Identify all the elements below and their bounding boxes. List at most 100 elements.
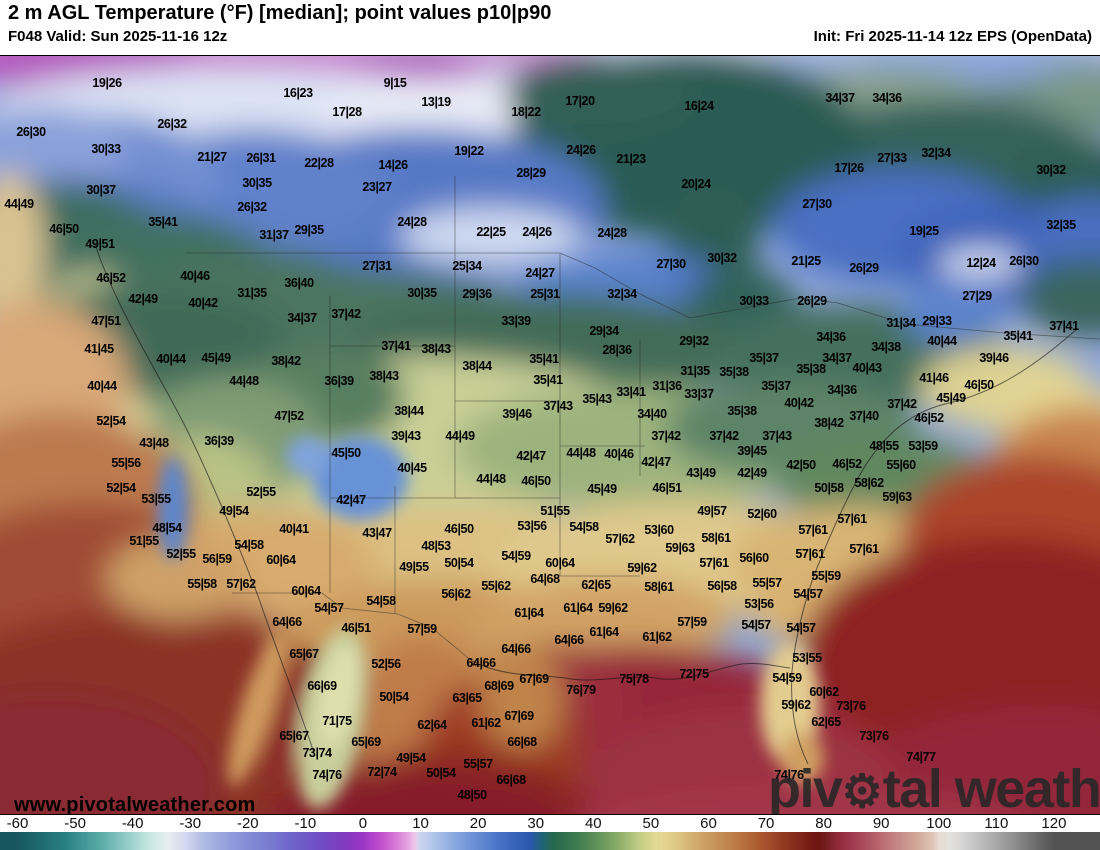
point-value: 74|77 xyxy=(906,749,936,764)
point-value: 71|75 xyxy=(322,713,352,728)
point-value: 42|47 xyxy=(516,448,546,463)
colorbar-gradient xyxy=(0,832,1100,850)
point-value: 57|61 xyxy=(699,555,729,570)
point-value: 43|48 xyxy=(139,435,169,450)
point-value: 54|57 xyxy=(741,617,771,632)
point-value: 51|55 xyxy=(540,503,570,518)
point-value: 39|46 xyxy=(979,350,1009,365)
point-value: 40|44 xyxy=(87,378,117,393)
colorbar-tick: 0 xyxy=(358,815,368,832)
point-value: 37|42 xyxy=(887,396,917,411)
point-value: 62|65 xyxy=(581,577,611,592)
point-value: 27|31 xyxy=(362,258,392,273)
point-value: 52|56 xyxy=(371,656,401,671)
point-value: 42|47 xyxy=(641,454,671,469)
colorbar-tick: 70 xyxy=(757,815,775,832)
point-value: 36|40 xyxy=(284,275,314,290)
colorbar-tick: 120 xyxy=(1041,815,1067,832)
point-value: 12|24 xyxy=(966,255,996,270)
point-value: 35|38 xyxy=(796,361,826,376)
point-value: 19|22 xyxy=(454,143,484,158)
point-value: 35|41 xyxy=(529,351,559,366)
point-value: 44|48 xyxy=(566,445,596,460)
point-value: 68|69 xyxy=(484,678,514,693)
point-value: 73|76 xyxy=(836,698,866,713)
point-value: 25|31 xyxy=(530,286,560,301)
point-values-layer: 19|26 26|30 26|32 30|33 21|27 26|31 30|35 30|37… xyxy=(0,56,1100,814)
point-value: 50|54 xyxy=(379,689,409,704)
point-value: 53|59 xyxy=(908,438,938,453)
point-value: 31|34 xyxy=(886,315,916,330)
point-value: 67|69 xyxy=(519,671,549,686)
point-value: 52|54 xyxy=(106,480,136,495)
point-value: 37|43 xyxy=(543,398,573,413)
colorbar-tick: 50 xyxy=(642,815,660,832)
point-value: 35|38 xyxy=(727,403,757,418)
point-value: 44|49 xyxy=(445,428,475,443)
point-value: 30|37 xyxy=(86,182,116,197)
point-value: 57|59 xyxy=(677,614,707,629)
point-value: 56|58 xyxy=(707,578,737,593)
point-value: 26|32 xyxy=(237,199,267,214)
colorbar-tick: 110 xyxy=(984,815,1009,832)
point-value: 37|43 xyxy=(762,428,792,443)
colorbar-tick: -60 xyxy=(6,815,29,832)
point-value: 26|29 xyxy=(797,293,827,308)
point-value: 35|37 xyxy=(749,350,779,365)
point-value: 37|42 xyxy=(709,428,739,443)
point-value: 31|35 xyxy=(237,285,267,300)
point-value: 56|62 xyxy=(441,586,471,601)
colorbar-tick: 30 xyxy=(527,815,545,832)
point-value: 48|50 xyxy=(457,787,487,802)
point-value: 20|24 xyxy=(681,176,711,191)
point-value: 60|64 xyxy=(545,555,575,570)
watermark-brand: piv⚙tal weather xyxy=(768,758,1100,814)
point-value: 55|58 xyxy=(187,576,217,591)
point-value: 33|41 xyxy=(616,384,646,399)
point-value: 28|36 xyxy=(602,342,632,357)
point-value: 54|58 xyxy=(569,519,599,534)
point-value: 58|62 xyxy=(854,475,884,490)
watermark-url: www.pivotalweather.com xyxy=(14,794,256,815)
point-value: 29|36 xyxy=(462,286,492,301)
colorbar-tick: -10 xyxy=(294,815,317,832)
point-value: 62|64 xyxy=(417,717,447,732)
point-value: 16|24 xyxy=(684,98,714,113)
point-value: 39|43 xyxy=(391,428,421,443)
point-value: 72|74 xyxy=(367,764,397,779)
point-value: 56|59 xyxy=(202,551,232,566)
point-value: 46|50 xyxy=(964,377,994,392)
point-value: 76|79 xyxy=(566,682,596,697)
point-value: 40|46 xyxy=(180,268,210,283)
point-value: 65|67 xyxy=(289,646,319,661)
point-value: 35|37 xyxy=(761,378,791,393)
point-value: 37|40 xyxy=(849,408,879,423)
point-value: 31|35 xyxy=(680,363,710,378)
point-value: 54|57 xyxy=(793,586,823,601)
point-value: 39|45 xyxy=(737,443,767,458)
point-value: 64|66 xyxy=(466,655,496,670)
point-value: 49|51 xyxy=(85,236,115,251)
point-value: 30|35 xyxy=(407,285,437,300)
point-value: 53|60 xyxy=(644,522,674,537)
point-value: 52|55 xyxy=(166,546,196,561)
point-value: 24|26 xyxy=(566,142,596,157)
point-value: 43|49 xyxy=(686,465,716,480)
point-value: 19|25 xyxy=(909,223,939,238)
point-value: 65|69 xyxy=(351,734,381,749)
point-value: 19|26 xyxy=(92,75,122,90)
colorbar-tick: -50 xyxy=(64,815,86,832)
point-value: 16|23 xyxy=(283,85,313,100)
point-value: 37|41 xyxy=(1049,318,1079,333)
weather-map[interactable]: 19|26 26|30 26|32 30|33 21|27 26|31 30|35 30|37… xyxy=(0,55,1100,815)
point-value: 46|50 xyxy=(49,221,79,236)
point-value: 60|64 xyxy=(291,583,321,598)
point-value: 61|62 xyxy=(642,629,672,644)
point-value: 40|45 xyxy=(397,460,427,475)
point-value: 45|50 xyxy=(331,445,361,460)
point-value: 54|59 xyxy=(772,670,802,685)
point-value: 46|52 xyxy=(914,410,944,425)
point-value: 33|39 xyxy=(501,313,531,328)
point-value: 37|42 xyxy=(331,306,361,321)
point-value: 22|28 xyxy=(304,155,334,170)
